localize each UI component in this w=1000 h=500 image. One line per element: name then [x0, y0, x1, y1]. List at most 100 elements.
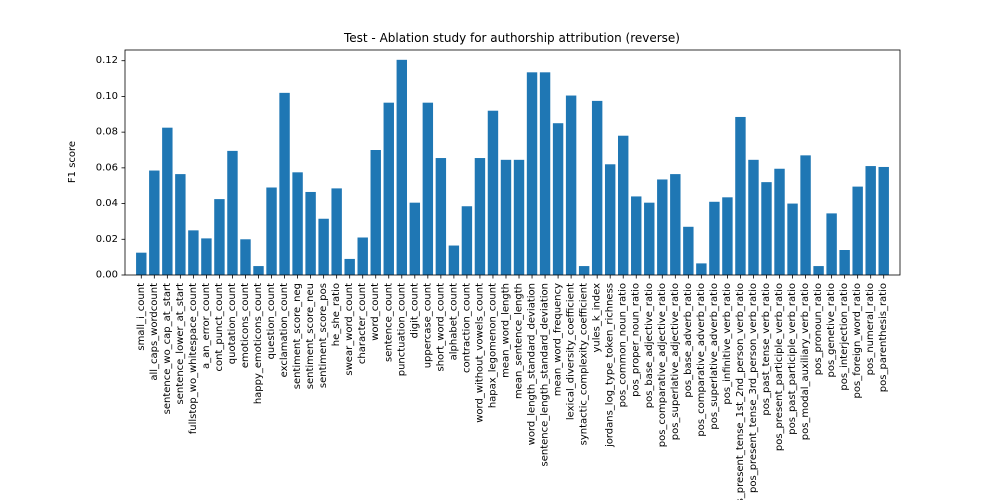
- x-tick-label: sentiment_score_neg: [292, 283, 303, 389]
- y-tick-label: 0.10: [96, 91, 118, 102]
- y-axis-label: F1 score: [67, 141, 78, 183]
- x-tick-label: jordans_log_type_token_richness: [605, 283, 616, 448]
- bar-mean-word-length: [500, 159, 512, 275]
- x-tick-label: pos_present_tense_3rd_person_verb_ratio: [748, 283, 759, 493]
- bar-character-count: [357, 237, 368, 275]
- x-tick-label: punctuation_count: [396, 283, 407, 376]
- x-tick-label: pos_base_adjective_ratio: [644, 283, 655, 408]
- bar-swear-word-count: [344, 258, 355, 275]
- x-tick-label: cont_punct_count: [214, 283, 225, 372]
- bar-exclamation-count: [279, 92, 290, 275]
- x-tick-label: pos_proper_noun_ratio: [631, 283, 642, 397]
- x-tick-label: all_caps_wordcount: [149, 283, 160, 381]
- x-tick-label: syntactic_complexity_coefficient: [579, 283, 590, 445]
- bar-jordans-log-type-token-richness: [604, 164, 616, 275]
- bar-sentiment-score-pos: [318, 218, 329, 275]
- bar-cont-punct-count: [214, 199, 225, 275]
- bars-group: [136, 59, 889, 276]
- x-tick-label: pos_present_participle_verb_ratio: [774, 283, 785, 451]
- bar-pos-parenthesis-ratio: [878, 166, 889, 275]
- x-tick-label: sentence_length_standard_deviation: [540, 283, 551, 466]
- bar-happy-emoticons-count: [253, 266, 264, 275]
- bar-he-she-ratio: [331, 188, 342, 275]
- bar-syntactic-complexity-coefficient: [578, 266, 590, 275]
- y-tick-label: 0.06: [96, 162, 118, 173]
- bar-pos-infinitive-verb-ratio: [722, 197, 733, 275]
- bar-pos-genetive-ratio: [826, 213, 837, 275]
- x-tick-label: pos_superlative_adverb_ratio: [709, 283, 720, 430]
- x-tick-label: pos_present_tense_1st_2nd_person_verb_ra…: [735, 283, 746, 500]
- bar-pos-comparative-adjective-ratio: [657, 179, 668, 275]
- bar-pos-superlative-adverb-ratio: [709, 201, 720, 275]
- x-tick-label: character_count: [357, 283, 368, 364]
- y-tick-label: 0.00: [96, 270, 118, 281]
- x-tick-label: a_an_error_count: [201, 283, 212, 369]
- x-tick-label: pos_pronoun_ratio: [813, 283, 824, 375]
- x-tick-label: question_count: [266, 283, 277, 359]
- x-tick-label: pos_past_tense_verb_ratio: [761, 283, 772, 416]
- x-tick-label: fullstop_wo_whitespace_count: [188, 283, 199, 434]
- bar-pos-foreign-word-ratio: [852, 186, 863, 275]
- x-tick-label: happy_emoticons_count: [253, 283, 264, 404]
- bar-pos-interjection-ratio: [839, 250, 850, 275]
- bar-pos-present-tense-1st-2nd-person-verb-ratio: [735, 116, 746, 275]
- bar-sentiment-score-neu: [305, 191, 316, 275]
- bar-quotation-count: [227, 150, 238, 275]
- bar-a-an-error-count: [201, 238, 212, 275]
- x-tick-label: pos_parenthesis_ratio: [878, 283, 889, 392]
- x-tick-label: word_without_vowels_count: [474, 283, 485, 423]
- bar-pos-past-tense-verb-ratio: [761, 182, 772, 275]
- bar-short-word-count: [435, 158, 447, 275]
- bar-punctuation-count: [396, 59, 407, 276]
- bar-pos-present-participle-verb-ratio: [774, 168, 785, 275]
- x-tick-label: pos_past_participle_verb_ratio: [787, 283, 798, 435]
- bar-mean-word-frequency: [552, 123, 564, 275]
- chart-title: Test - Ablation study for authorship att…: [343, 31, 680, 45]
- bar-pos-common-noun-ratio: [618, 135, 629, 275]
- x-tick-label: digit_count: [409, 283, 420, 338]
- bar-pos-modal-auxiliary-verb-ratio: [800, 155, 811, 275]
- bar-pos-base-adverb-ratio: [683, 226, 694, 275]
- bar-yules-k-index: [591, 100, 603, 276]
- y-tick-label: 0.08: [96, 127, 118, 138]
- y-tick-label: 0.02: [96, 234, 118, 245]
- x-tick-label: sentence_wo_cap_at_start: [162, 283, 173, 414]
- bar-sentence-length-standard-deviation: [539, 72, 551, 275]
- bar-digit-count: [409, 202, 421, 275]
- bar-pos-numeral-ratio: [865, 166, 876, 275]
- bar-sentence-lower-at-start: [175, 174, 186, 275]
- x-tick-label: he_she_ratio: [331, 283, 342, 346]
- x-tick-label: swear_word_count: [344, 283, 355, 376]
- bar-pos-comparative-adverb-ratio: [696, 263, 707, 275]
- bar-pos-pronoun-ratio: [813, 266, 824, 275]
- bar-emoticons-count: [240, 239, 251, 275]
- x-tick-label: exclamation_count: [279, 283, 290, 377]
- x-tick-label: short_word_count: [435, 283, 446, 372]
- x-tick-label: pos_comparative_adverb_ratio: [696, 283, 707, 437]
- x-tick-label: emoticons_count: [240, 283, 251, 368]
- x-tick-label: small_i_count: [136, 283, 147, 351]
- bar-pos-base-adjective-ratio: [644, 202, 655, 275]
- bar-hapax-legomenon-count: [487, 110, 499, 275]
- x-tick-label: quotation_count: [227, 283, 238, 364]
- x-tick-label: mean_word_length: [500, 283, 511, 378]
- x-tick-label: sentiment_score_neu: [305, 283, 316, 389]
- y-tick-label: 0.12: [96, 55, 118, 66]
- x-tick-label: yules_k_index: [592, 283, 603, 353]
- y-axis-ticks: 0.00 0.02 0.04 0.06 0.08 0.10 0.12: [96, 55, 125, 281]
- x-tick-label: pos_infinitive_verb_ratio: [722, 283, 733, 405]
- x-tick-label: sentence_count: [383, 283, 394, 362]
- x-tick-label: mean_word_frequency: [553, 283, 564, 396]
- bar-pos-proper-noun-ratio: [631, 196, 642, 275]
- x-tick-label: word_count: [370, 283, 381, 341]
- x-tick-label: alphabet_count: [448, 283, 459, 360]
- plot-frame: [124, 49, 901, 276]
- x-tick-label: hapax_legomenon_count: [487, 283, 498, 408]
- bar-word-count: [370, 150, 381, 275]
- bar-alphabet-count: [448, 245, 460, 275]
- y-tick-label: 0.04: [96, 198, 118, 209]
- x-tick-label: pos_numeral_ratio: [865, 283, 876, 375]
- bar-pos-past-participle-verb-ratio: [787, 203, 798, 275]
- x-tick-label: pos_modal_auxiliary_verb_ratio: [800, 283, 811, 440]
